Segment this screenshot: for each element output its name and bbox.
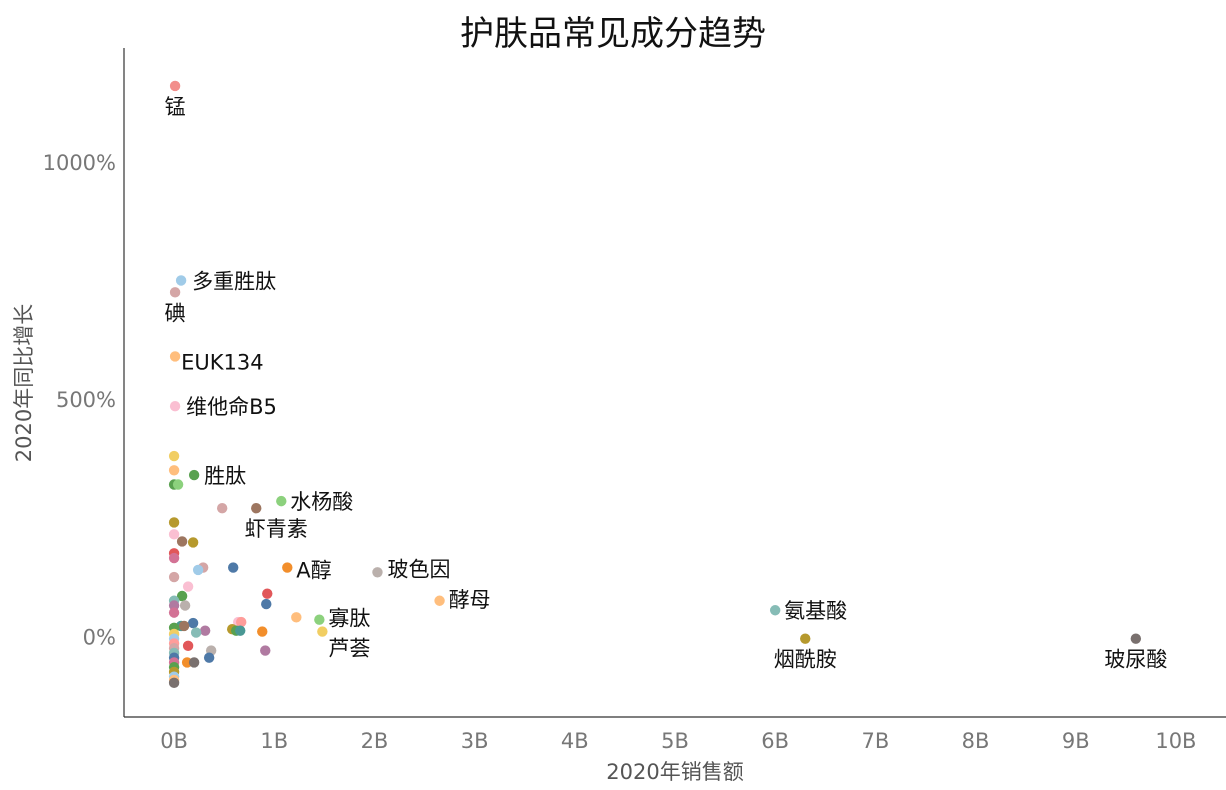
data-point <box>188 657 200 668</box>
point-label: 水杨酸 <box>290 490 353 514</box>
point-label: 虾青素 <box>245 517 308 541</box>
data-point <box>168 607 180 618</box>
x-tick-label: 10B <box>1155 729 1196 753</box>
data-point <box>168 517 180 528</box>
data-point <box>178 620 190 632</box>
x-tick-label: 2B <box>361 729 389 753</box>
point-label: 玻色因 <box>387 557 450 581</box>
data-point <box>182 640 194 652</box>
x-tick-label: 9B <box>1062 729 1090 753</box>
data-point <box>235 625 246 636</box>
data-point <box>317 626 328 637</box>
data-point <box>179 600 191 611</box>
data-point <box>169 80 181 92</box>
y-axis-title: 2020年同比增长 <box>12 304 36 462</box>
data-point <box>187 537 199 548</box>
point-label: 锰 <box>165 95 186 119</box>
data-point <box>314 614 325 625</box>
data-point <box>227 562 239 573</box>
data-point <box>172 479 184 490</box>
data-point <box>188 469 200 481</box>
point-label: 芦荟 <box>328 637 370 661</box>
data-point <box>169 287 181 298</box>
x-tick-label: 0B <box>160 729 188 753</box>
data-point <box>168 571 180 583</box>
point-label: A醇 <box>296 559 331 583</box>
data-point <box>168 450 180 462</box>
point-label: 碘 <box>165 301 186 325</box>
data-point <box>176 536 188 547</box>
data-point <box>216 503 228 514</box>
y-tick-label: 500% <box>56 388 116 412</box>
point-label: 维他命B5 <box>186 395 277 419</box>
data-point <box>175 275 187 286</box>
data-point <box>251 503 262 514</box>
y-tick-label: 0% <box>83 625 116 649</box>
data-point <box>262 588 273 599</box>
point-label: 胜肽 <box>204 464 246 488</box>
data-points <box>168 80 1142 689</box>
data-point <box>261 598 272 610</box>
data-point <box>236 616 247 628</box>
data-point <box>168 529 180 540</box>
x-tick-label: 6B <box>761 729 789 753</box>
data-point <box>187 617 199 629</box>
x-tick-label: 5B <box>661 729 689 753</box>
chart-title: 护肤品常见成分趋势 <box>460 14 766 54</box>
data-point <box>276 495 287 507</box>
x-tick-label: 7B <box>861 729 889 753</box>
data-point <box>1130 633 1142 644</box>
x-axis-title: 2020年销售额 <box>606 760 743 784</box>
data-point <box>199 625 211 636</box>
x-tick-label: 3B <box>461 729 489 753</box>
data-point <box>434 595 445 606</box>
data-point <box>769 605 781 616</box>
point-label: 多重胜肽 <box>192 269 276 293</box>
data-point <box>169 401 181 412</box>
data-point <box>291 612 302 623</box>
data-point <box>190 627 202 638</box>
axes <box>123 48 1226 718</box>
x-tick-label: 1B <box>260 729 288 753</box>
data-point <box>168 677 180 689</box>
y-tick-label: 1000% <box>43 151 116 175</box>
data-point <box>800 633 811 644</box>
data-point <box>182 581 194 592</box>
data-point <box>260 645 271 656</box>
tick-labels: 0B 1B 2B 3B 4B 5B 6B 7B 8B 9B 10B 0% 500% 1000% <box>43 151 1197 753</box>
data-point <box>168 600 180 611</box>
data-point <box>192 564 204 576</box>
data-point <box>168 552 180 564</box>
data-point <box>169 351 181 362</box>
point-label: 氨基酸 <box>784 599 847 623</box>
x-tick-label: 8B <box>962 729 990 753</box>
data-point <box>372 567 383 578</box>
data-point <box>203 652 215 663</box>
point-label: 烟酰胺 <box>774 648 837 672</box>
data-point <box>176 590 188 602</box>
data-point <box>257 626 268 637</box>
data-point <box>282 562 293 573</box>
point-label: EUK134 <box>181 350 263 374</box>
point-label: 玻尿酸 <box>1104 648 1167 672</box>
point-label: 寡肽 <box>328 607 370 631</box>
data-point <box>168 465 180 476</box>
x-tick-label: 4B <box>561 729 589 753</box>
point-label: 酵母 <box>449 588 491 612</box>
